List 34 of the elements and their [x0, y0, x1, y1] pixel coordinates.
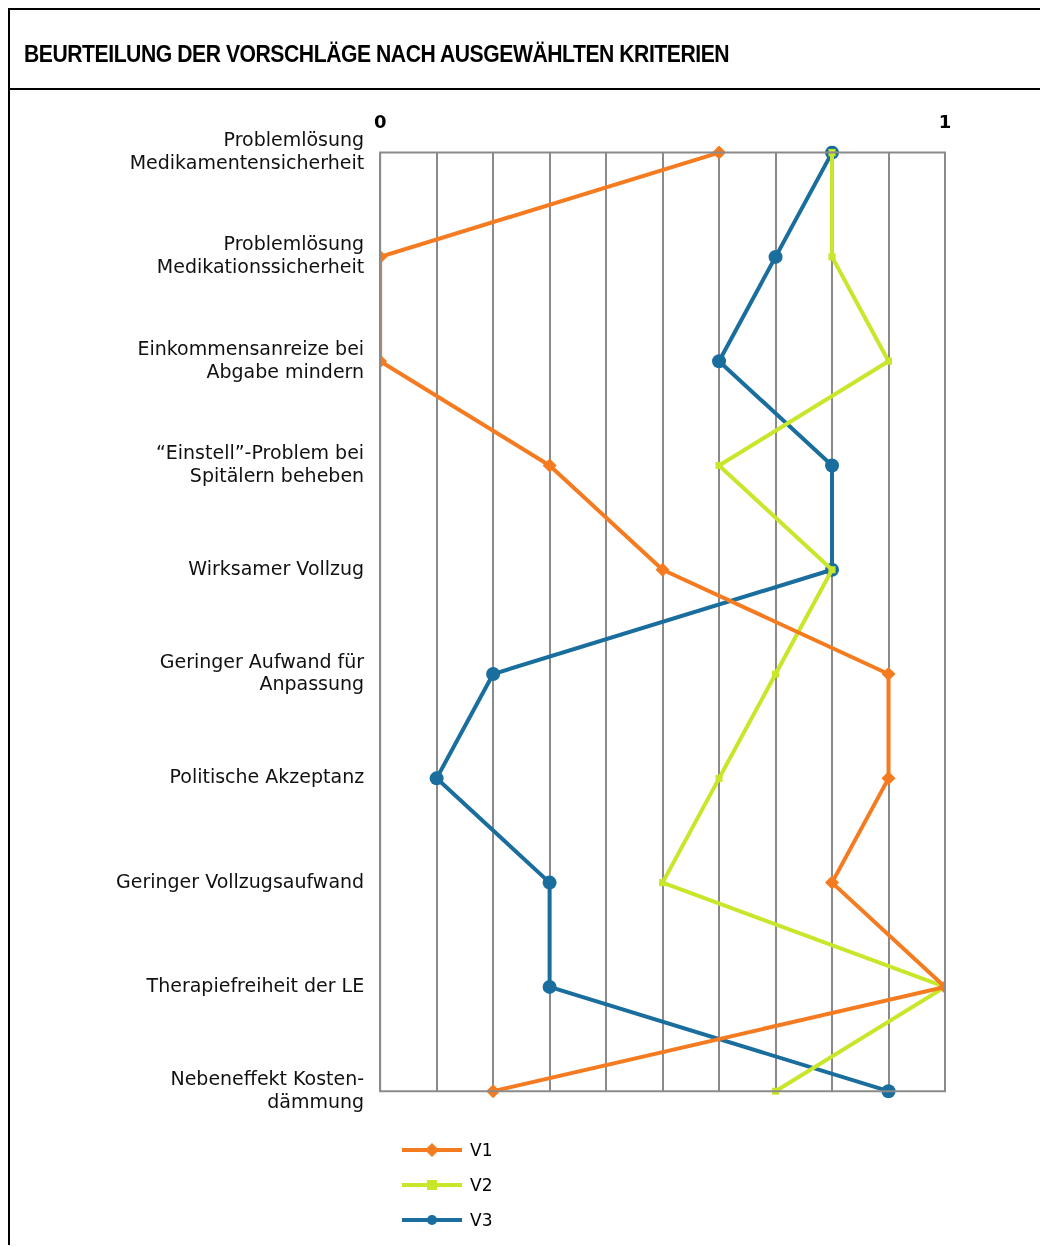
point	[655, 562, 670, 577]
point	[486, 667, 501, 682]
y-tick-label: “Einstell”-Problem bei Spitälern beheben	[155, 441, 365, 486]
y-tick-label: Einkommensanreize bei Abgabe mindern	[137, 336, 365, 382]
y-tick-label: Geringer Aufwand für Anpassung	[159, 649, 365, 695]
chart-title: BEURTEILUNG DER VORSCHLÄGE NACH AUSGEWÄHLTEN KRITERIEN	[24, 41, 730, 68]
point	[429, 771, 444, 786]
point	[772, 670, 780, 678]
legend-label: V3	[470, 1209, 493, 1230]
point	[828, 253, 836, 261]
point	[884, 357, 893, 365]
y-tick-label: Wirksamer Vollzug	[188, 556, 365, 579]
x-tick-label: 0	[373, 111, 387, 133]
y-tick-label: Nebeneffekt Kosten- dämmung	[170, 1066, 365, 1112]
y-tick-label: Problemlösung Medikationssicherheit	[156, 232, 365, 278]
point	[768, 249, 783, 264]
x-tick-label: 1	[938, 111, 952, 133]
y-tick-label: Problemlösung Medikamentensicherheit	[129, 128, 365, 173]
y-tick-label: Geringer Vollzugsaufwand	[115, 869, 365, 892]
point	[881, 667, 896, 682]
legend-label: V1	[470, 1139, 493, 1160]
point	[881, 771, 896, 786]
point	[825, 458, 840, 473]
point	[825, 875, 840, 890]
point	[542, 979, 557, 994]
point	[542, 875, 557, 890]
y-tick-label: Politische Akzeptanz	[169, 765, 365, 788]
point	[659, 879, 667, 887]
point	[712, 354, 727, 369]
point	[715, 461, 723, 469]
point	[715, 774, 723, 782]
y-tick-label: Therapiefreiheit der LE	[145, 973, 365, 996]
point	[542, 458, 557, 473]
legend-label: V2	[470, 1174, 493, 1195]
